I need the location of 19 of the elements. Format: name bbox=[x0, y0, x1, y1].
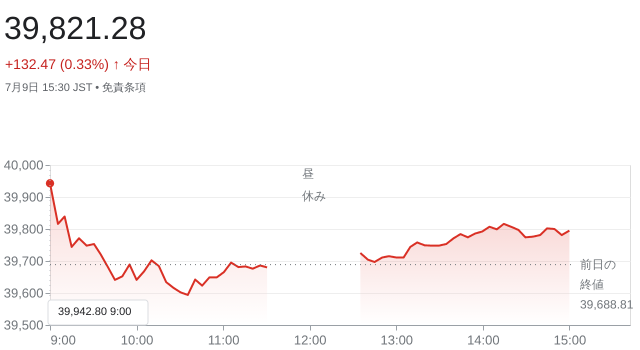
x-tick-label: 14:00 bbox=[467, 332, 500, 348]
y-tick-label: 39,500 bbox=[4, 318, 44, 332]
x-tick-label: 11:00 bbox=[208, 332, 240, 348]
y-tick-label: 39,800 bbox=[4, 222, 44, 236]
annotation: 昼休み bbox=[302, 167, 326, 203]
y-tick-label: 39,700 bbox=[4, 254, 44, 268]
x-tick-label: 15:00 bbox=[554, 332, 586, 348]
x-tick-label: 9:00 bbox=[50, 332, 76, 348]
annotation: 39,942.80 9:00 bbox=[58, 306, 132, 318]
y-tick-label: 40,000 bbox=[4, 158, 44, 172]
y-tick-label: 39,900 bbox=[4, 190, 44, 204]
x-tick-label: 10:00 bbox=[120, 332, 154, 348]
text: 7月9日 15:30 JST • 免責条項 bbox=[5, 81, 146, 94]
x-tick-label: 12:00 bbox=[294, 332, 326, 348]
ref-line-label: 前日の終値39,688.81 bbox=[579, 258, 634, 312]
x-tick-label: 13:00 bbox=[380, 332, 414, 348]
chart-subtitle: +132.47 (0.33%) ↑ 今日 bbox=[5, 56, 152, 72]
chart-title: 39,821.28 bbox=[4, 10, 146, 46]
y-tick-label: 39,600 bbox=[4, 286, 44, 300]
